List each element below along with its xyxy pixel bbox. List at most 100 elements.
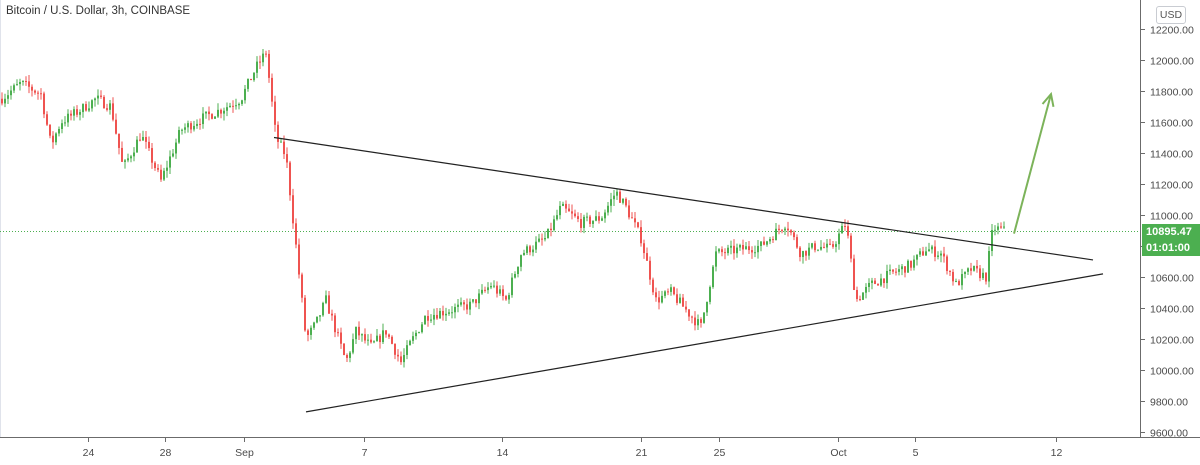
candle-body [160, 169, 162, 180]
candle-body [592, 220, 594, 224]
candle-body [67, 113, 69, 123]
candle-body [133, 152, 135, 157]
candle-body [430, 319, 432, 321]
candle-body [502, 289, 504, 297]
candle-body [682, 297, 684, 307]
candle-body [322, 302, 324, 316]
candle-body [532, 249, 534, 253]
x-tick-label: 14 [497, 447, 509, 459]
candle-body [427, 315, 429, 321]
candle-body [835, 244, 837, 247]
candle-body [658, 297, 660, 303]
candle-body [640, 227, 642, 244]
candle-body [871, 280, 873, 283]
candle-body [616, 191, 618, 196]
candle-body [64, 122, 66, 124]
breakout-arrow [1013, 93, 1052, 234]
candle-body [838, 233, 840, 245]
candle-body [214, 116, 216, 119]
y-tick-label: 11000.00 [1150, 211, 1193, 223]
candle-body [178, 130, 180, 143]
y-tick-label: 12200.00 [1150, 25, 1194, 37]
candle-body [499, 289, 501, 294]
candle-body [577, 216, 579, 220]
candle-body [325, 295, 327, 303]
candle-body [460, 302, 462, 305]
candle-body [235, 105, 237, 107]
candle-body [547, 228, 549, 239]
candle-body [760, 241, 762, 246]
candle-body [388, 334, 390, 337]
candle-body [880, 278, 882, 286]
candle-body [463, 302, 465, 305]
candle-body [955, 281, 957, 283]
candle-body [886, 270, 888, 284]
candle-body [820, 246, 822, 250]
candle-body [673, 287, 675, 295]
candle-body [352, 339, 354, 353]
y-tick-label: 10000.00 [1150, 366, 1194, 378]
y-tick-label: 11400.00 [1150, 149, 1193, 161]
candle-body [862, 292, 864, 300]
candle-body [343, 343, 345, 355]
candle-body [958, 281, 960, 286]
candle-body [130, 156, 132, 159]
candle-body [355, 326, 357, 340]
candle-body [742, 245, 744, 250]
candle-body [877, 283, 879, 286]
bar-countdown-tag: 01:01:00 [1142, 239, 1200, 256]
candle-body [781, 229, 783, 231]
candle-body [544, 238, 546, 240]
candle-body [934, 246, 936, 257]
candle-body [829, 243, 831, 245]
candle-body [706, 301, 708, 313]
candle-body [952, 271, 954, 282]
candle-body [484, 289, 486, 291]
candle-body [187, 123, 189, 128]
candle-body [949, 271, 951, 273]
candle-body [475, 299, 477, 304]
candle-body [643, 243, 645, 254]
x-tick-label: Sep [235, 447, 254, 459]
candle-body [604, 212, 606, 219]
candle-body [97, 95, 99, 99]
candle-body [856, 290, 858, 300]
candle-body [733, 245, 735, 254]
currency-button[interactable]: USD [1156, 6, 1186, 24]
candle-body [763, 241, 765, 245]
candle-body [883, 278, 885, 284]
candle-body [523, 252, 525, 256]
candle-body [280, 141, 282, 143]
candle-body [268, 53, 270, 78]
candle-body [73, 109, 75, 116]
candlestick-series [1, 49, 1005, 368]
candle-body [805, 251, 807, 256]
candle-body [13, 85, 15, 91]
candle-body [253, 72, 255, 81]
price-axis: 9600.00 9800.00 10000.00 10200.00 10400.00 10… [1140, 25, 1194, 440]
candle-body [61, 123, 63, 129]
candle-body [646, 253, 648, 261]
candle-body [79, 112, 81, 115]
y-tick-label: 11600.00 [1150, 118, 1193, 130]
candle-body [28, 81, 30, 87]
candle-body [364, 334, 366, 341]
time-axis: 24 28 Sep 7 14 21 25 Oct 5 12 [83, 437, 1062, 459]
x-tick-label: 7 [362, 447, 368, 459]
candle-body [715, 251, 717, 267]
candle-body [385, 330, 387, 335]
candle-body [601, 218, 603, 221]
candle-body [58, 128, 60, 134]
candle-body [634, 218, 636, 223]
candle-body [409, 340, 411, 346]
candle-body [400, 356, 402, 363]
candle-body [469, 301, 471, 310]
y-tick-label: 10400.00 [1150, 304, 1194, 316]
candle-body [529, 246, 531, 253]
candle-body [721, 249, 723, 253]
candle-body [508, 295, 510, 300]
candle-body [196, 123, 198, 126]
x-tick-label: Oct [830, 447, 846, 459]
candle-body [4, 98, 6, 104]
